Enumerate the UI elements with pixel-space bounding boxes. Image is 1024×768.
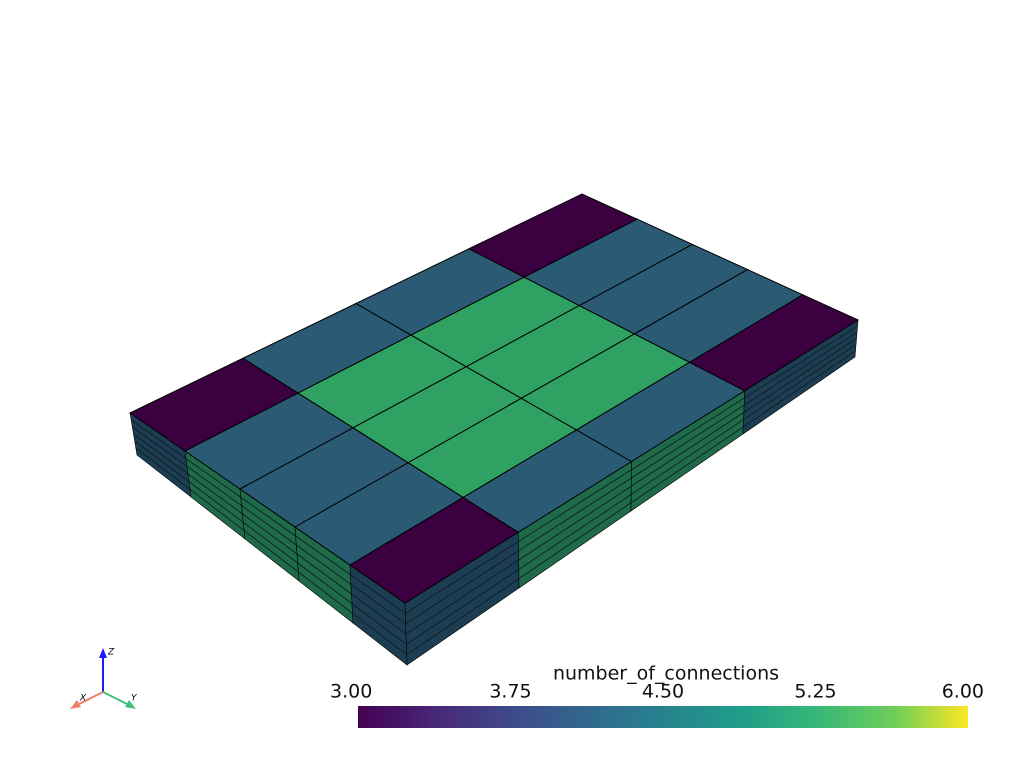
x-axis xyxy=(76,691,104,706)
side-layer xyxy=(135,447,191,490)
z-label: Z xyxy=(107,648,115,658)
side-layer xyxy=(243,522,298,564)
side-layer xyxy=(350,584,406,624)
side-layer xyxy=(188,481,244,523)
side-layer xyxy=(351,603,407,645)
side-layer xyxy=(743,338,857,413)
z-arrow xyxy=(99,648,107,658)
side-layer xyxy=(518,477,632,552)
side-layer xyxy=(298,571,353,614)
side-layer xyxy=(130,419,187,459)
side-layer xyxy=(630,426,744,504)
x-label: X xyxy=(79,694,87,704)
side-layer xyxy=(240,497,296,537)
side-layer xyxy=(187,473,243,515)
side-layer xyxy=(186,466,242,506)
side-layer xyxy=(296,553,352,595)
side-layer xyxy=(518,494,632,570)
tick-label: 5.25 xyxy=(794,681,836,703)
scalar-bar: number_of_connections 3.00 3.75 4.50 5.25 6.… xyxy=(330,663,984,728)
orientation-axes: Z X Y xyxy=(70,648,138,709)
tick-label: 3.75 xyxy=(489,681,531,703)
side-layer xyxy=(743,344,857,420)
side-layer xyxy=(631,412,745,487)
side-layer xyxy=(405,541,519,614)
side-layer xyxy=(518,485,632,561)
side-layer xyxy=(352,613,407,655)
y-label: Y xyxy=(131,694,138,704)
side-layer xyxy=(241,505,297,546)
side-layer xyxy=(295,535,351,575)
side-layer xyxy=(631,397,745,471)
side-layer xyxy=(351,593,407,635)
side-layer xyxy=(630,419,744,495)
side-layer xyxy=(350,574,406,614)
side-layer xyxy=(189,489,245,531)
side-layer xyxy=(185,458,242,498)
side-layer xyxy=(744,325,858,399)
side-layer xyxy=(518,502,632,580)
side-layer xyxy=(518,469,632,542)
side-layer xyxy=(406,578,520,655)
side-layer xyxy=(405,550,519,625)
side-layer xyxy=(134,440,190,482)
y-arrow xyxy=(125,700,136,709)
side-layer xyxy=(297,562,353,604)
side-layer xyxy=(242,513,298,555)
side-layer xyxy=(296,544,352,585)
side-layer xyxy=(405,559,519,635)
scalar-bar-gradient xyxy=(358,706,968,728)
side-layer xyxy=(243,530,299,573)
tick-label: 4.50 xyxy=(642,681,684,703)
y-axis xyxy=(102,691,130,706)
mesh xyxy=(129,193,860,666)
side-layer xyxy=(406,569,519,645)
tick-label: 3.00 xyxy=(330,681,372,703)
side-layer xyxy=(743,331,858,406)
side-layer xyxy=(743,350,856,428)
side-layer xyxy=(133,433,189,475)
side-layer xyxy=(132,426,188,467)
tick-label: 6.00 xyxy=(942,681,984,703)
cell xyxy=(688,294,860,392)
scalar-bar-title: number_of_connections xyxy=(553,663,779,685)
side-layer xyxy=(631,404,745,479)
x-arrow xyxy=(70,700,81,709)
